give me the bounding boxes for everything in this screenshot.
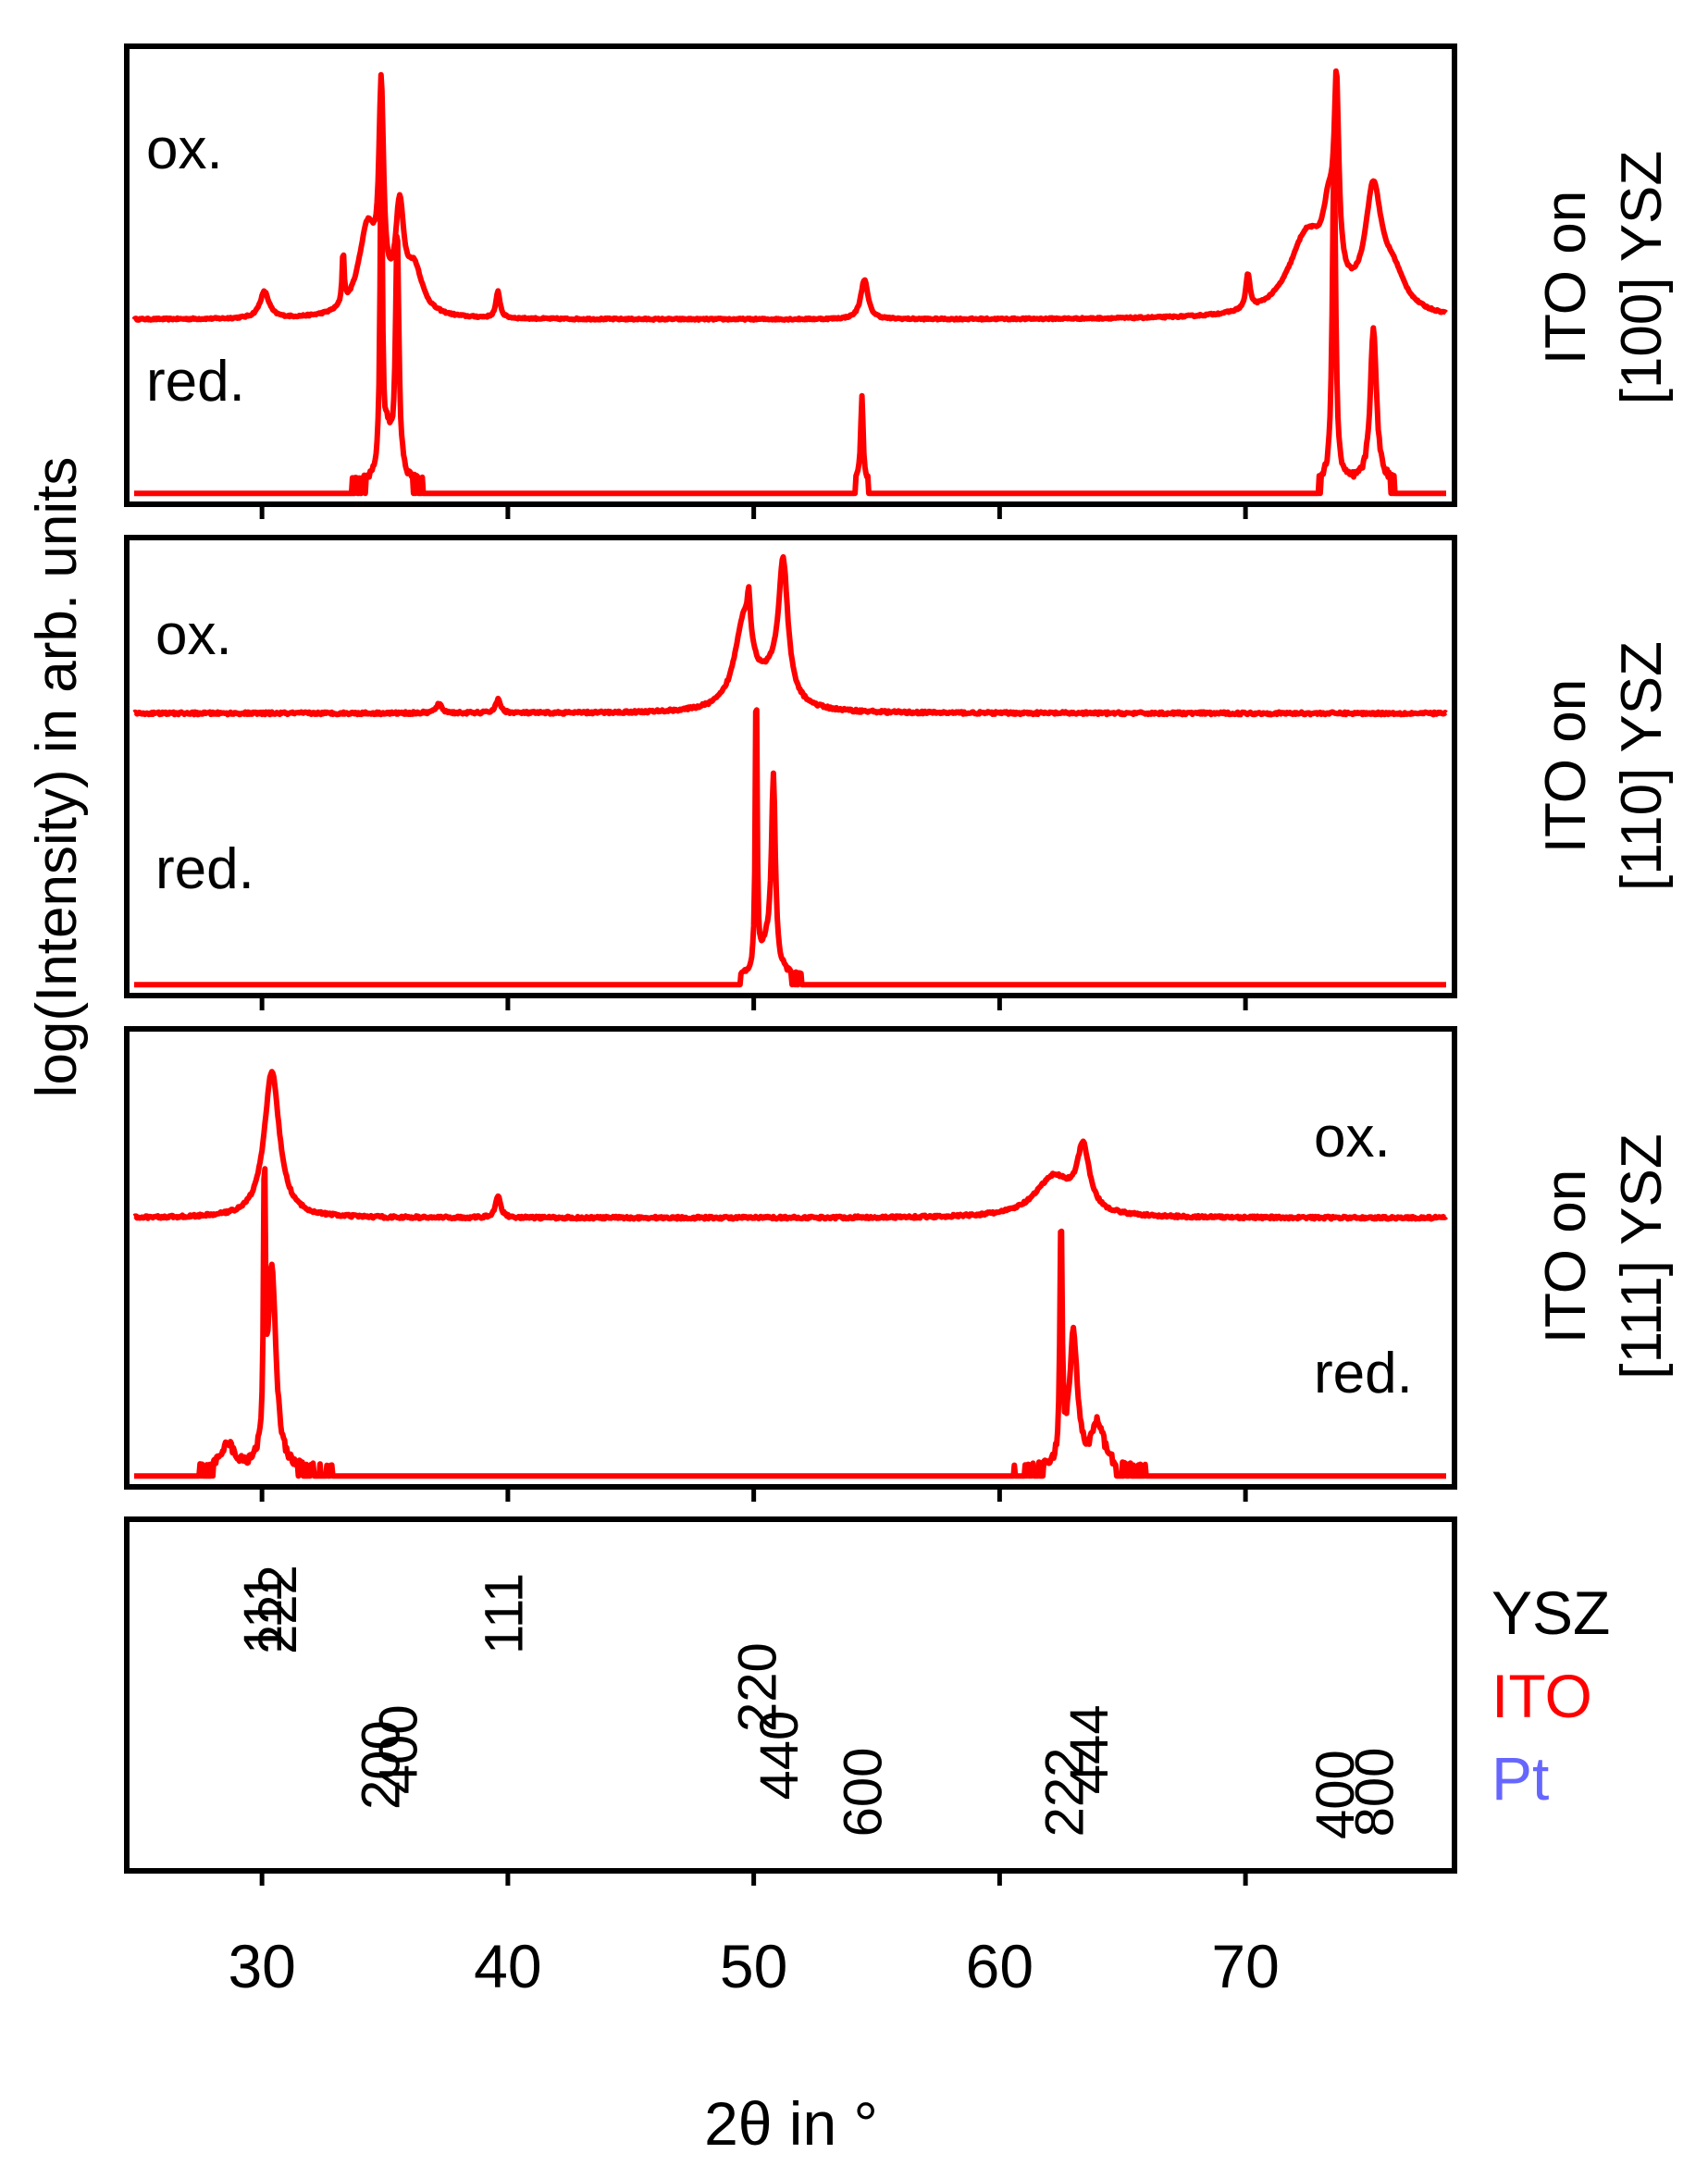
x-tick-label: 60 [966, 1932, 1033, 2000]
ox-label: ox. [1314, 1106, 1391, 1170]
x-tick-label: 50 [720, 1932, 787, 2000]
panel-frame [124, 1026, 1457, 1490]
series-red-curve [132, 707, 1448, 988]
series-ox-curve [132, 553, 1448, 718]
reference-label-ysz-222: 222 [1034, 1748, 1095, 1838]
panel-ito-100: ox. red. ITO on [100] YSZ [124, 43, 1674, 519]
reference-label-ysz-220: 220 [727, 1642, 787, 1732]
legend-ysz: YSZ [1491, 1578, 1610, 1647]
x-tick-label: 30 [228, 1932, 295, 2000]
series-red-curve [132, 118, 1448, 497]
series-red-curve [132, 1166, 1448, 1479]
reference-label-ito-444: 444 [1059, 1704, 1120, 1794]
legend-ito: ITO [1491, 1662, 1592, 1730]
panel-label-line1: ITO on [1534, 679, 1598, 853]
panel-label-line2: [111] YSZ [1610, 1133, 1674, 1379]
reference-label-ysz-200: 200 [352, 1720, 412, 1810]
panel-ticks [259, 996, 1248, 1010]
panel-curves [132, 1069, 1449, 1479]
reference-label-ito-800: 800 [1344, 1748, 1405, 1838]
red-label: red. [146, 350, 245, 414]
panel-frame [124, 1516, 1457, 1874]
x-tick-label: 70 [1211, 1932, 1279, 2000]
y-axis-label: log(Intensity) in arb. units [25, 457, 89, 1098]
panel-label-line1: ITO on [1534, 191, 1598, 365]
panel-label-line1: ITO on [1534, 1170, 1598, 1343]
series-ox-curve [132, 1069, 1449, 1222]
red-label: red. [1314, 1342, 1413, 1405]
x-tick-label: 40 [474, 1932, 541, 2000]
reference-label-ito-222: 222 [248, 1565, 308, 1654]
panel-label-line2: [110] YSZ [1610, 641, 1674, 891]
reference-label-ysz-111: 111 [233, 1573, 293, 1654]
reference-label-ito-600: 600 [834, 1748, 894, 1838]
panel-curves [132, 553, 1448, 988]
panel-curves [131, 68, 1448, 497]
reference-label-ito-440: 440 [749, 1711, 810, 1801]
legend-pt: Pt [1491, 1744, 1549, 1813]
panel-ticks [259, 1487, 1248, 1502]
panel-frame [124, 535, 1457, 998]
red-label: red. [155, 837, 254, 901]
ox-label: ox. [146, 118, 223, 181]
panel-ticks [259, 504, 1248, 519]
x-axis-label: 2θ in ° [704, 2089, 878, 2158]
panel-frame [124, 43, 1457, 507]
reference-label-ito-400: 400 [368, 1704, 428, 1794]
x-tick-labels: 30 40 50 60 70 [228, 1932, 1279, 2000]
reference-label-pt-111: 111 [475, 1573, 535, 1654]
reference-label-ysz-400: 400 [1306, 1750, 1366, 1839]
panel-ticks [259, 1871, 1248, 1886]
panel-ito-111: ox. red. ITO on [111] YSZ [124, 1026, 1674, 1502]
panel-label-line2: [100] YSZ [1610, 151, 1674, 405]
series-ox-curve [131, 68, 1448, 323]
panel-ito-110: ox. red. ITO on [110] YSZ [124, 535, 1674, 1010]
ox-label: ox. [155, 603, 232, 667]
